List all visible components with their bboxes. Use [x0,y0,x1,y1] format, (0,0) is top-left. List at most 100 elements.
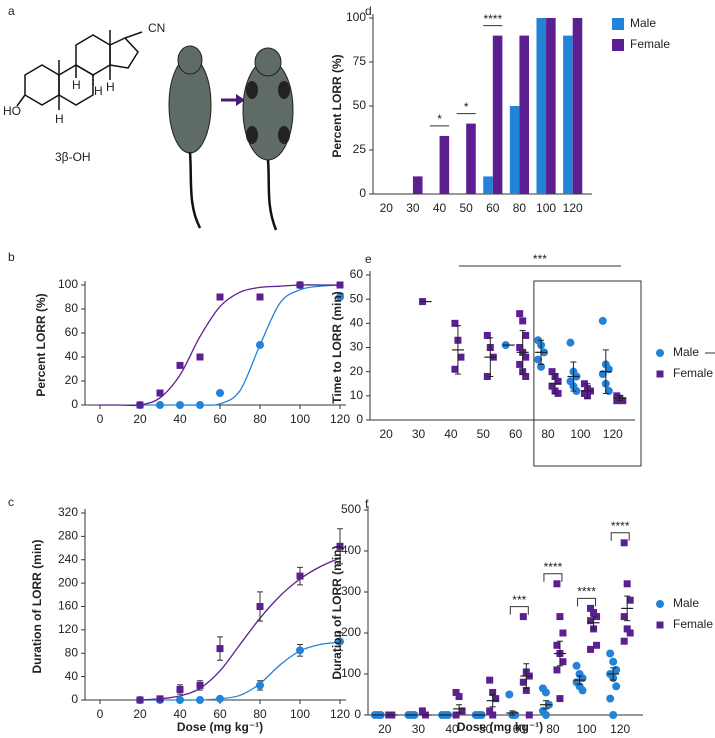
y-tick-label: 240 [58,552,78,566]
data-point [451,319,459,327]
significance-label: **** [577,585,596,599]
legend-label: Male [673,596,699,610]
arrow [221,94,245,106]
panel-label: c [8,495,14,509]
data-point [451,365,459,373]
significance-label: * [437,112,442,126]
panel-label: a [8,4,15,18]
x-tick-label: 40 [433,201,447,215]
data-point [525,711,533,719]
x-tick-label: 20 [133,412,147,426]
y-tick-label: 100 [341,666,361,680]
y-axis-label: Duration of LORR (min) [330,546,344,680]
legend-label: Male [673,345,699,359]
x-tick-label: 80 [253,412,267,426]
x-tick-label: 80 [513,201,527,215]
fit-line [139,557,341,701]
y-tick-label: 80 [65,645,79,659]
bar [546,18,556,194]
x-tick-label: 50 [460,201,474,215]
x-tick-label: 100 [290,412,310,426]
significance-bracket [509,606,529,615]
mouse-lorr [242,47,294,231]
y-tick-label: 0 [354,707,361,721]
x-tick-label: 60 [509,427,523,441]
y-tick-label: 200 [341,625,361,639]
y-tick-label: 20 [65,373,79,387]
data-point [457,353,465,361]
y-tick-label: 500 [341,502,361,516]
data-point [559,658,567,666]
data-point [541,711,550,719]
legend-label: Male [630,16,656,30]
data-point [196,353,204,361]
x-tick-label: 60 [513,722,527,736]
y-tick-label: 60 [350,267,364,281]
bar [483,176,493,194]
significance-label: **** [544,560,563,574]
data-point [548,368,556,376]
data-point [455,693,463,701]
y-tick-label: 75 [353,54,367,68]
fit-line [100,284,340,407]
y-tick-label: 20 [350,364,364,378]
data-point [489,688,497,696]
atom-label: H [94,84,103,98]
x-tick-label: 30 [406,201,420,215]
data-point [176,696,184,704]
data-point [578,686,587,695]
data-point [452,711,460,719]
bar [466,123,476,194]
x-tick-label: 80 [541,427,555,441]
data-point [418,707,426,715]
x-tick-label: 50 [479,722,493,736]
data-point [486,676,494,684]
bar [519,35,530,194]
y-axis-label: Percent LORR (%) [330,54,344,157]
data-point [572,661,581,670]
bar [412,176,423,194]
x-tick-label: 20 [380,427,394,441]
bar [509,106,520,194]
data-point [566,338,575,347]
data-point [556,613,564,621]
data-point [609,657,618,666]
significance-bracket [610,532,630,541]
y-tick-label: 280 [58,529,78,543]
y-tick-label: 60 [65,325,79,339]
data-point [626,629,634,637]
data-point [519,613,527,621]
data-point [612,682,621,691]
x-tick-label: 100 [290,707,310,721]
data-point [553,641,561,649]
data-point [559,629,567,637]
atom-label: H [55,112,64,126]
data-point [541,688,550,697]
atom-label: H [72,78,81,92]
x-tick-label: 20 [133,707,147,721]
y-tick-label: 0 [359,186,366,200]
data-point [620,613,628,621]
y-tick-label: 200 [58,575,78,589]
data-point [156,695,164,703]
significance-label: *** [533,252,547,266]
bar [563,35,573,194]
data-point [516,360,524,368]
data-point [296,646,304,655]
x-tick-label: 40 [173,412,187,426]
y-tick-label: 30 [350,340,364,354]
y-tick-label: 160 [58,599,78,613]
fit-line [140,641,341,701]
data-point [554,377,562,385]
y-tick-label: 40 [65,349,79,363]
data-point [136,401,144,409]
x-tick-label: 60 [486,201,500,215]
data-point [623,580,631,588]
data-point [483,331,491,339]
data-point [598,316,607,325]
data-point [492,695,500,703]
x-tick-label: 120 [330,412,350,426]
data-point [553,580,561,588]
data-point [623,625,631,633]
panel-label: d [365,4,372,18]
